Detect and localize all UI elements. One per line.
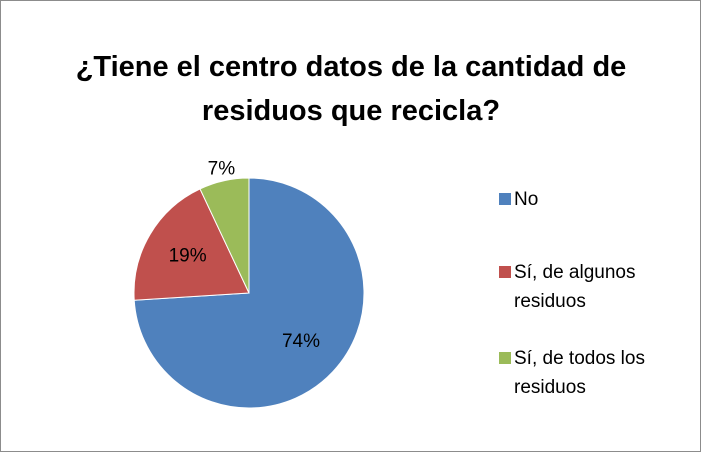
legend-label: No xyxy=(514,189,539,210)
pie-slice xyxy=(133,188,250,301)
legend: No Sí, de algunos residuos Sí, de todos lo… xyxy=(499,185,664,446)
data-label: 7% xyxy=(208,159,236,180)
legend-item: Sí, de todos los residuos xyxy=(499,344,664,402)
legend-label: Sí, de todos los residuos xyxy=(514,348,645,398)
data-label: 19% xyxy=(169,246,207,267)
data-label: 74% xyxy=(282,331,320,352)
legend-item: Sí, de algunos residuos xyxy=(499,258,664,316)
legend-swatch xyxy=(499,352,511,364)
pie-slice xyxy=(199,177,250,294)
chart-title: ¿Tiene el centro datos de la cantidad de… xyxy=(75,51,627,127)
legend-swatch xyxy=(499,193,511,205)
legend-label: Sí, de algunos residuos xyxy=(514,262,636,312)
legend-item: No xyxy=(499,185,664,214)
legend-swatch xyxy=(499,266,511,278)
